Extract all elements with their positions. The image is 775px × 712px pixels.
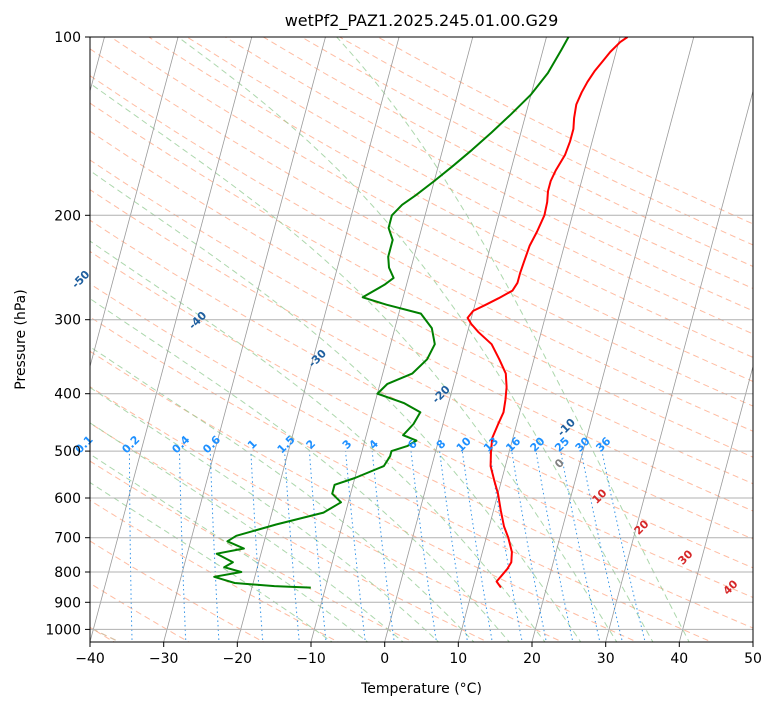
x-tick-label: −10 xyxy=(296,651,326,667)
y-tick-label: 200 xyxy=(54,208,81,224)
y-tick-label: 100 xyxy=(54,30,81,46)
y-tick-label: 600 xyxy=(54,491,81,507)
y-tick-label: 800 xyxy=(54,565,81,581)
x-tick-label: −20 xyxy=(223,651,253,667)
y-tick-label: 400 xyxy=(54,387,81,403)
x-tick-label: 40 xyxy=(670,651,688,667)
y-tick-label: 300 xyxy=(54,313,81,329)
x-tick-label: 10 xyxy=(449,651,467,667)
x-tick-label: 20 xyxy=(523,651,541,667)
x-tick-label: 30 xyxy=(597,651,615,667)
chart-title: wetPf2_PAZ1.2025.245.01.00.G29 xyxy=(285,11,559,31)
x-tick-label: −40 xyxy=(75,651,105,667)
x-tick-label: 50 xyxy=(744,651,762,667)
x-axis-label: Temperature (°C) xyxy=(360,681,482,697)
y-axis-label: Pressure (hPa) xyxy=(13,289,29,389)
y-tick-label: 500 xyxy=(54,444,81,460)
y-tick-label: 900 xyxy=(54,595,81,611)
x-tick-label: 0 xyxy=(380,651,389,667)
x-tick-label: −30 xyxy=(149,651,179,667)
y-tick-label: 1000 xyxy=(45,622,81,638)
y-tick-label: 700 xyxy=(54,531,81,547)
